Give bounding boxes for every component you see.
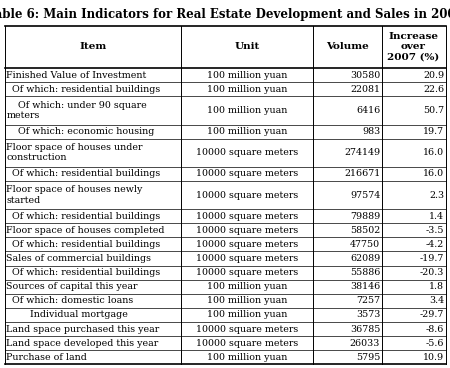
Text: Volume: Volume — [326, 42, 369, 52]
Text: Land space developed this year: Land space developed this year — [6, 339, 158, 348]
Text: 216671: 216671 — [344, 169, 380, 178]
Text: 30580: 30580 — [350, 71, 380, 79]
Text: 3573: 3573 — [356, 311, 380, 319]
Text: Item: Item — [79, 42, 106, 52]
Text: 10000 square meters: 10000 square meters — [196, 191, 298, 199]
Text: 62089: 62089 — [350, 254, 380, 263]
Text: Table 6: Main Indicators for Real Estate Development and Sales in 2008: Table 6: Main Indicators for Real Estate… — [0, 8, 450, 21]
Text: 16.0: 16.0 — [423, 169, 444, 178]
Text: 100 million yuan: 100 million yuan — [207, 311, 287, 319]
Text: 22081: 22081 — [350, 85, 380, 94]
Text: 100 million yuan: 100 million yuan — [207, 127, 287, 136]
Text: 10000 square meters: 10000 square meters — [196, 254, 298, 263]
Text: 100 million yuan: 100 million yuan — [207, 296, 287, 305]
Text: 36785: 36785 — [350, 325, 380, 333]
Text: 1.4: 1.4 — [429, 212, 444, 221]
Text: Purchase of land: Purchase of land — [6, 353, 87, 362]
Text: 2.3: 2.3 — [429, 191, 444, 199]
Text: 16.0: 16.0 — [423, 148, 444, 157]
Text: Individual mortgage: Individual mortgage — [6, 311, 128, 319]
Text: 100 million yuan: 100 million yuan — [207, 353, 287, 362]
Text: Of which: residential buildings: Of which: residential buildings — [6, 85, 161, 94]
Text: 19.7: 19.7 — [423, 127, 444, 136]
Text: -29.7: -29.7 — [420, 311, 444, 319]
Text: Of which: residential buildings: Of which: residential buildings — [6, 212, 161, 221]
Text: Of which: residential buildings: Of which: residential buildings — [6, 169, 161, 178]
Text: 22.6: 22.6 — [423, 85, 444, 94]
Text: -19.7: -19.7 — [420, 254, 444, 263]
Text: 79889: 79889 — [350, 212, 380, 221]
Text: 10000 square meters: 10000 square meters — [196, 212, 298, 221]
Text: 100 million yuan: 100 million yuan — [207, 106, 287, 115]
Text: -5.6: -5.6 — [426, 339, 444, 348]
Text: 10000 square meters: 10000 square meters — [196, 339, 298, 348]
Text: Finished Value of Investment: Finished Value of Investment — [6, 71, 147, 79]
Text: 97574: 97574 — [350, 191, 380, 199]
Text: 50.7: 50.7 — [423, 106, 444, 115]
Text: 10000 square meters: 10000 square meters — [196, 169, 298, 178]
Text: 100 million yuan: 100 million yuan — [207, 71, 287, 79]
Text: -4.2: -4.2 — [426, 240, 444, 249]
Text: 10000 square meters: 10000 square meters — [196, 240, 298, 249]
Text: Of which: residential buildings: Of which: residential buildings — [6, 268, 161, 277]
Text: Increase
over
2007 (%): Increase over 2007 (%) — [387, 32, 440, 62]
Text: Of which: economic housing: Of which: economic housing — [6, 127, 155, 136]
Text: 983: 983 — [362, 127, 380, 136]
Text: 10000 square meters: 10000 square meters — [196, 226, 298, 235]
Text: 3.4: 3.4 — [429, 296, 444, 305]
Text: -20.3: -20.3 — [420, 268, 444, 277]
Text: Of which: residential buildings: Of which: residential buildings — [6, 240, 161, 249]
Text: 10000 square meters: 10000 square meters — [196, 325, 298, 333]
Text: Unit: Unit — [234, 42, 260, 52]
Text: -8.6: -8.6 — [426, 325, 444, 333]
Text: 10000 square meters: 10000 square meters — [196, 268, 298, 277]
Text: Sources of capital this year: Sources of capital this year — [6, 282, 138, 291]
Text: 58502: 58502 — [350, 226, 380, 235]
Text: 20.9: 20.9 — [423, 71, 444, 79]
Text: 274149: 274149 — [344, 148, 380, 157]
Text: Land space purchased this year: Land space purchased this year — [6, 325, 160, 333]
Text: 38146: 38146 — [350, 282, 380, 291]
Text: -3.5: -3.5 — [426, 226, 444, 235]
Text: 100 million yuan: 100 million yuan — [207, 282, 287, 291]
Text: Floor space of houses completed: Floor space of houses completed — [6, 226, 165, 235]
Text: 10.9: 10.9 — [423, 353, 444, 362]
Text: 10000 square meters: 10000 square meters — [196, 148, 298, 157]
Text: 26033: 26033 — [350, 339, 380, 348]
Text: 100 million yuan: 100 million yuan — [207, 85, 287, 94]
Text: Floor space of houses under
construction: Floor space of houses under construction — [6, 143, 143, 162]
Text: Of which: under 90 square
meters: Of which: under 90 square meters — [6, 101, 147, 120]
Text: 55886: 55886 — [350, 268, 380, 277]
Text: 6416: 6416 — [356, 106, 380, 115]
Text: 1.8: 1.8 — [429, 282, 444, 291]
Text: Floor space of houses newly
started: Floor space of houses newly started — [6, 185, 143, 205]
Text: Sales of commercial buildings: Sales of commercial buildings — [6, 254, 151, 263]
Text: 47750: 47750 — [350, 240, 380, 249]
Text: 5795: 5795 — [356, 353, 380, 362]
Text: Of which: domestic loans: Of which: domestic loans — [6, 296, 134, 305]
Text: 7257: 7257 — [356, 296, 380, 305]
